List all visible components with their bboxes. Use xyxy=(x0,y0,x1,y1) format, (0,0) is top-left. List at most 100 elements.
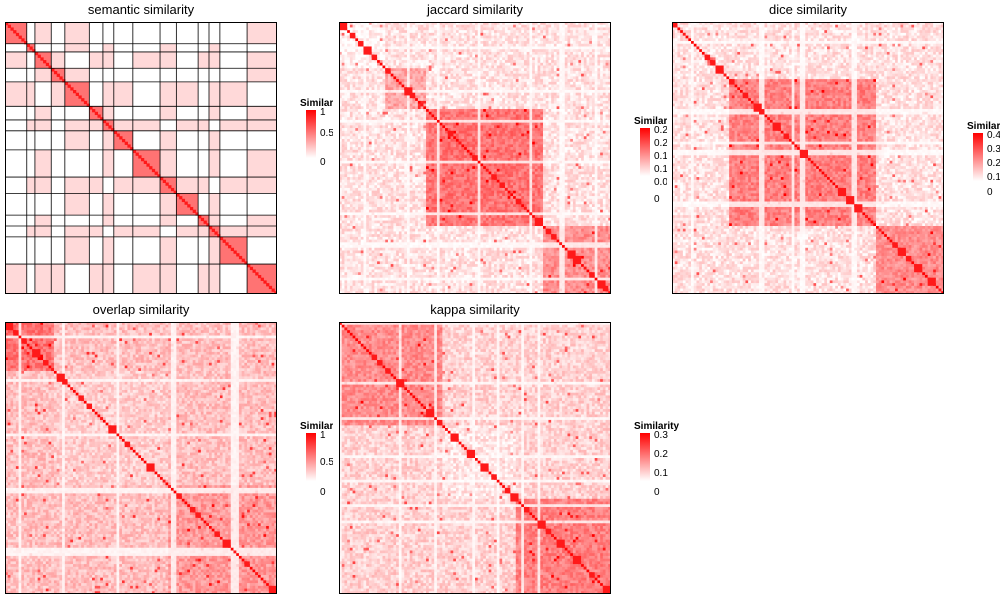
heatmap-cell xyxy=(339,190,343,194)
heatmap-cell xyxy=(581,87,585,91)
heatmap-cell xyxy=(390,285,394,289)
heatmap-cell xyxy=(366,166,370,170)
heatmap-cell xyxy=(461,43,465,47)
heatmap-cell xyxy=(341,163,345,167)
heatmap-cell xyxy=(529,41,533,45)
heatmap-cell xyxy=(371,100,375,104)
heatmap-cell xyxy=(347,272,351,276)
heatmap-cell xyxy=(491,43,495,47)
heatmap-cell xyxy=(513,62,517,66)
heatmap-cell xyxy=(396,250,400,254)
heatmap-cell xyxy=(578,76,582,80)
heatmap-cell xyxy=(349,60,353,64)
heatmap-cell xyxy=(401,152,405,156)
heatmap-cell xyxy=(404,138,408,142)
heatmap-cell xyxy=(597,54,601,58)
heatmap-cell xyxy=(553,32,557,36)
heatmap-cell xyxy=(488,76,492,80)
heatmap-cell xyxy=(358,198,362,202)
heatmap-cell xyxy=(510,70,514,74)
heatmap-cell xyxy=(464,32,468,36)
heatmap-cell xyxy=(339,144,343,148)
heatmap-cell xyxy=(341,209,345,213)
heatmap-cell xyxy=(387,22,391,26)
heatmap-cell xyxy=(366,38,370,42)
heatmap-cell xyxy=(591,49,595,53)
heatmap-cell xyxy=(450,38,454,42)
heatmap-cell xyxy=(404,136,408,140)
heatmap-cell xyxy=(385,24,389,28)
heatmap-cell xyxy=(458,65,462,69)
heatmap-cell xyxy=(404,288,408,292)
heatmap-cell xyxy=(374,98,378,102)
heatmap-cell xyxy=(387,264,391,268)
heatmap-cell xyxy=(341,220,345,224)
heatmap-cell xyxy=(368,196,372,200)
heatmap-cell xyxy=(393,261,397,265)
heatmap-cell xyxy=(371,90,375,94)
heatmap-cell xyxy=(379,258,383,262)
heatmap-cell xyxy=(379,163,383,167)
heatmap-cell xyxy=(149,166,153,170)
heatmap-cell xyxy=(608,51,611,55)
heatmap-cell xyxy=(401,147,405,151)
heatmap-cell xyxy=(472,35,476,39)
heatmap-cell xyxy=(393,196,397,200)
heatmap-cell xyxy=(347,266,351,270)
heatmap-cell xyxy=(499,95,503,99)
heatmap-cell xyxy=(377,87,381,91)
heatmap-cell xyxy=(358,149,362,153)
heatmap-cell xyxy=(366,103,370,107)
heatmap-cell xyxy=(366,98,370,102)
heatmap-cell xyxy=(521,65,525,69)
heatmap-cell xyxy=(521,76,525,80)
heatmap-cell xyxy=(496,51,500,55)
heatmap-cell xyxy=(540,43,544,47)
heatmap-cell xyxy=(382,209,386,213)
heatmap-cell xyxy=(605,51,609,55)
heatmap-cell xyxy=(602,87,606,91)
heatmap-cell xyxy=(393,57,397,61)
heatmap-cell xyxy=(371,22,375,26)
heatmap-cell xyxy=(387,231,391,235)
heatmap-cell xyxy=(341,185,345,189)
heatmap-cell xyxy=(453,60,457,64)
heatmap-cell xyxy=(355,198,359,202)
heatmap-cell xyxy=(347,174,351,178)
heatmap-cell xyxy=(374,84,378,88)
heatmap-cell xyxy=(600,46,604,50)
heatmap-cell xyxy=(387,81,391,85)
heatmap-cell xyxy=(393,90,397,94)
heatmap-cell xyxy=(355,100,359,104)
heatmap-cell xyxy=(390,136,394,140)
heatmap-cell xyxy=(37,54,41,58)
heatmap-cell xyxy=(401,212,405,216)
heatmap-cell xyxy=(583,57,587,61)
heatmap-cell xyxy=(349,212,353,216)
heatmap-cell xyxy=(377,81,381,85)
heatmap-cell xyxy=(371,277,375,281)
heatmap-cell xyxy=(556,35,560,39)
heatmap-cell xyxy=(398,149,402,153)
heatmap-cell xyxy=(385,261,389,265)
heatmap-cell xyxy=(537,27,541,31)
heatmap-cell xyxy=(404,122,408,126)
heatmap-cell xyxy=(379,149,383,153)
heatmap-cell xyxy=(562,30,566,34)
heatmap-cell xyxy=(491,27,495,31)
heatmap-cell xyxy=(385,266,389,270)
heatmap-cell xyxy=(360,234,364,238)
heatmap-cell xyxy=(377,133,381,137)
heatmap-cell xyxy=(105,122,109,126)
heatmap-cell xyxy=(401,138,405,142)
heatmap-cell xyxy=(344,288,348,292)
heatmap-cell xyxy=(464,68,468,72)
heatmap-cell xyxy=(455,30,459,34)
heatmap-cell xyxy=(583,92,587,96)
heatmap-cell xyxy=(393,187,397,191)
heatmap-cell xyxy=(564,35,568,39)
heatmap-cell xyxy=(358,57,362,61)
heatmap-cell xyxy=(559,43,563,47)
heatmap-cell xyxy=(358,261,362,265)
heatmap-cell xyxy=(393,266,397,270)
